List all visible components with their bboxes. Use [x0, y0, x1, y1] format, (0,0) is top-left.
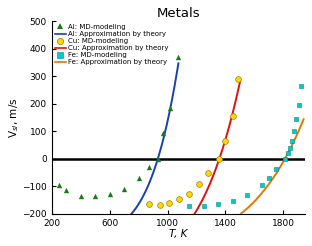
Point: [122, 187, 127, 191]
Point: [230, 114, 235, 118]
Point: [177, 198, 182, 201]
Point: [158, 203, 163, 207]
Point: [285, 151, 290, 155]
Point: [64, 188, 69, 192]
Point: [56, 183, 61, 187]
Point: [216, 202, 221, 206]
Point: [146, 165, 151, 169]
Point: [107, 192, 112, 196]
X-axis label: T, K: T, K: [169, 229, 188, 239]
Point: [292, 129, 297, 133]
Point: [206, 170, 211, 174]
Point: [168, 106, 173, 110]
Point: [78, 194, 83, 198]
Point: [259, 183, 264, 187]
Point: [245, 193, 250, 197]
Point: [296, 103, 301, 107]
Point: [161, 131, 166, 135]
Point: [201, 204, 206, 208]
Point: [187, 204, 192, 208]
Point: [266, 176, 271, 180]
Point: [136, 176, 141, 180]
Point: [298, 84, 303, 88]
Point: [217, 157, 222, 161]
Point: [236, 77, 241, 81]
Y-axis label: V$_{sl}$, m/s: V$_{sl}$, m/s: [7, 97, 21, 138]
Point: [187, 192, 192, 196]
Point: [167, 201, 172, 205]
Point: [197, 182, 202, 185]
Point: [294, 117, 299, 121]
Legend: Al: MD-modeling, Al: Approximation by theory, Cu: MD-modeling, Cu: Approximation: Al: MD-modeling, Al: Approximation by th…: [54, 23, 169, 66]
Point: [274, 167, 279, 171]
Point: [223, 139, 228, 143]
Point: [93, 194, 98, 198]
Title: Metals: Metals: [157, 7, 200, 20]
Point: [287, 146, 292, 150]
Point: [155, 157, 160, 161]
Point: [175, 55, 180, 59]
Point: [230, 199, 235, 203]
Point: [290, 139, 295, 143]
Point: [146, 202, 151, 206]
Point: [282, 157, 287, 161]
